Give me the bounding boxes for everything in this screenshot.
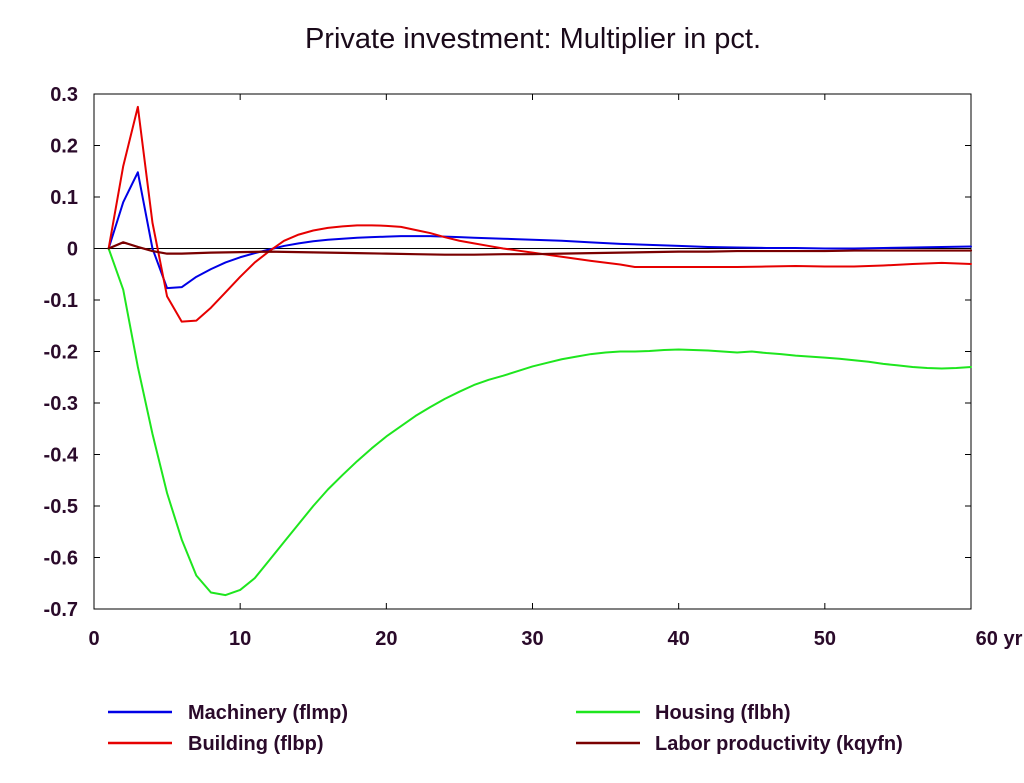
y-tick-label: -0.3 — [44, 393, 78, 415]
y-tick-label: -0.2 — [44, 342, 78, 364]
series-line-3 — [107, 247, 972, 597]
y-tick-label: 0 — [67, 239, 78, 261]
series-line-2 — [107, 105, 972, 323]
legend-label-1: Machinery (flmp) — [188, 702, 348, 724]
x-tick-label: 0 — [88, 628, 99, 650]
series-line-1 — [107, 171, 972, 290]
y-tick-label: -0.7 — [44, 599, 78, 621]
y-tick-label: -0.5 — [44, 496, 78, 518]
plot-frame — [93, 93, 972, 610]
y-tick-label: -0.6 — [44, 548, 78, 570]
y-tick-label: -0.1 — [44, 290, 78, 312]
series-layer — [107, 105, 973, 597]
legend-label-2: Building (flbp) — [188, 733, 324, 755]
legend-label-4: Labor productivity (kqyfn) — [655, 733, 903, 755]
x-tick-label: 20 — [375, 628, 397, 650]
y-tick-label: 0.2 — [50, 136, 78, 158]
y-tick-label: -0.4 — [44, 445, 79, 467]
axes: 0.3 0.2 0.1 0 -0.1 -0.2 -0.3 -0.4 -0.5 -0.6 -0.7 0 1… — [44, 84, 1023, 650]
x-tick-label: 40 — [668, 628, 690, 650]
y-tick-label: 0.1 — [50, 187, 78, 209]
legend-label-3: Housing (flbh) — [655, 702, 791, 724]
series-line-4 — [107, 241, 973, 256]
x-tick-label: 60 yr — [976, 628, 1023, 650]
x-tick-label: 10 — [229, 628, 251, 650]
chart-title: Private investment: Multiplier in pct. — [305, 23, 761, 55]
x-tick-label: 50 — [814, 628, 836, 650]
x-tick-label: 30 — [521, 628, 543, 650]
legend: Machinery (flmp) Building (flbp) Housing (… — [108, 702, 903, 755]
y-tick-label: 0.3 — [50, 84, 78, 106]
